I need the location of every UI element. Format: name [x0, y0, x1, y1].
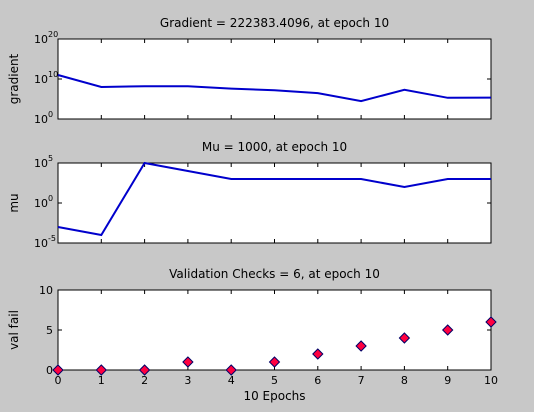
val-fail-y-axis-label: val fail	[7, 310, 21, 350]
mu-y-tick-label: 100	[34, 194, 53, 210]
x-axis-label: 10 Epochs	[243, 389, 305, 403]
val-fail-x-tick-label: 1	[98, 374, 105, 387]
mu-series-line	[57, 161, 491, 237]
val-fail-point	[268, 356, 281, 368]
val-fail-point	[398, 332, 411, 344]
val-fail-point	[312, 348, 324, 360]
val-fail-x-tick-label: 0	[55, 374, 62, 387]
mu-y-tick-label: 105	[34, 154, 53, 170]
validation-checks-axes: Validation Checks = 6, at epoch 10 val fa…	[7, 267, 498, 403]
mu-y-axis-label: mu	[7, 193, 21, 212]
gradient-series-line	[57, 74, 492, 103]
val-fail-x-tick-label: 5	[271, 374, 278, 387]
val-fail-point	[485, 316, 497, 328]
val-fail-y-tick-label: 10	[39, 284, 53, 297]
val-fail-point	[52, 364, 64, 376]
gradient-y-tick-label: 1010	[34, 70, 58, 86]
val-fail-y-tick-label: 0	[46, 364, 53, 377]
val-fail-x-tick-label: 4	[228, 374, 235, 387]
val-fail-x-tick-label: 10	[484, 374, 498, 387]
gradient-plot-area	[57, 38, 492, 120]
val-fail-x-tick-label: 3	[184, 374, 191, 387]
val-fail-point	[182, 356, 194, 368]
val-fail-chart-title: Validation Checks = 6, at epoch 10	[169, 267, 380, 281]
gradient-y-tick-label: 1020	[34, 30, 58, 46]
val-fail-point	[95, 364, 108, 376]
val-fail-point	[225, 364, 237, 376]
val-fail-x-tick-label: 7	[358, 374, 365, 387]
val-fail-point	[138, 364, 151, 376]
val-fail-x-tick-label: 8	[401, 374, 408, 387]
mu-plot-area	[57, 162, 492, 244]
mu-chart-title: Mu = 1000, at epoch 10	[202, 140, 347, 154]
val-fail-x-tick-label: 2	[141, 374, 148, 387]
gradient-y-axis-label: gradient	[7, 53, 21, 104]
gradient-y-tick-label: 100	[34, 110, 53, 126]
gradient-chart-title: Gradient = 222383.4096, at epoch 10	[160, 16, 389, 30]
mu-axes: Mu = 1000, at epoch 10 mu 10-5 100 105	[7, 140, 492, 250]
val-fail-point	[355, 340, 367, 352]
val-fail-x-tick-label: 6	[314, 374, 321, 387]
gradient-axes: Gradient = 222383.4096, at epoch 10 gradi…	[7, 16, 492, 126]
mu-y-tick-label: 10-5	[34, 234, 56, 250]
val-fail-y-tick-label: 5	[46, 324, 53, 337]
val-fail-point	[441, 324, 454, 336]
val-fail-x-tick-label: 9	[444, 374, 451, 387]
